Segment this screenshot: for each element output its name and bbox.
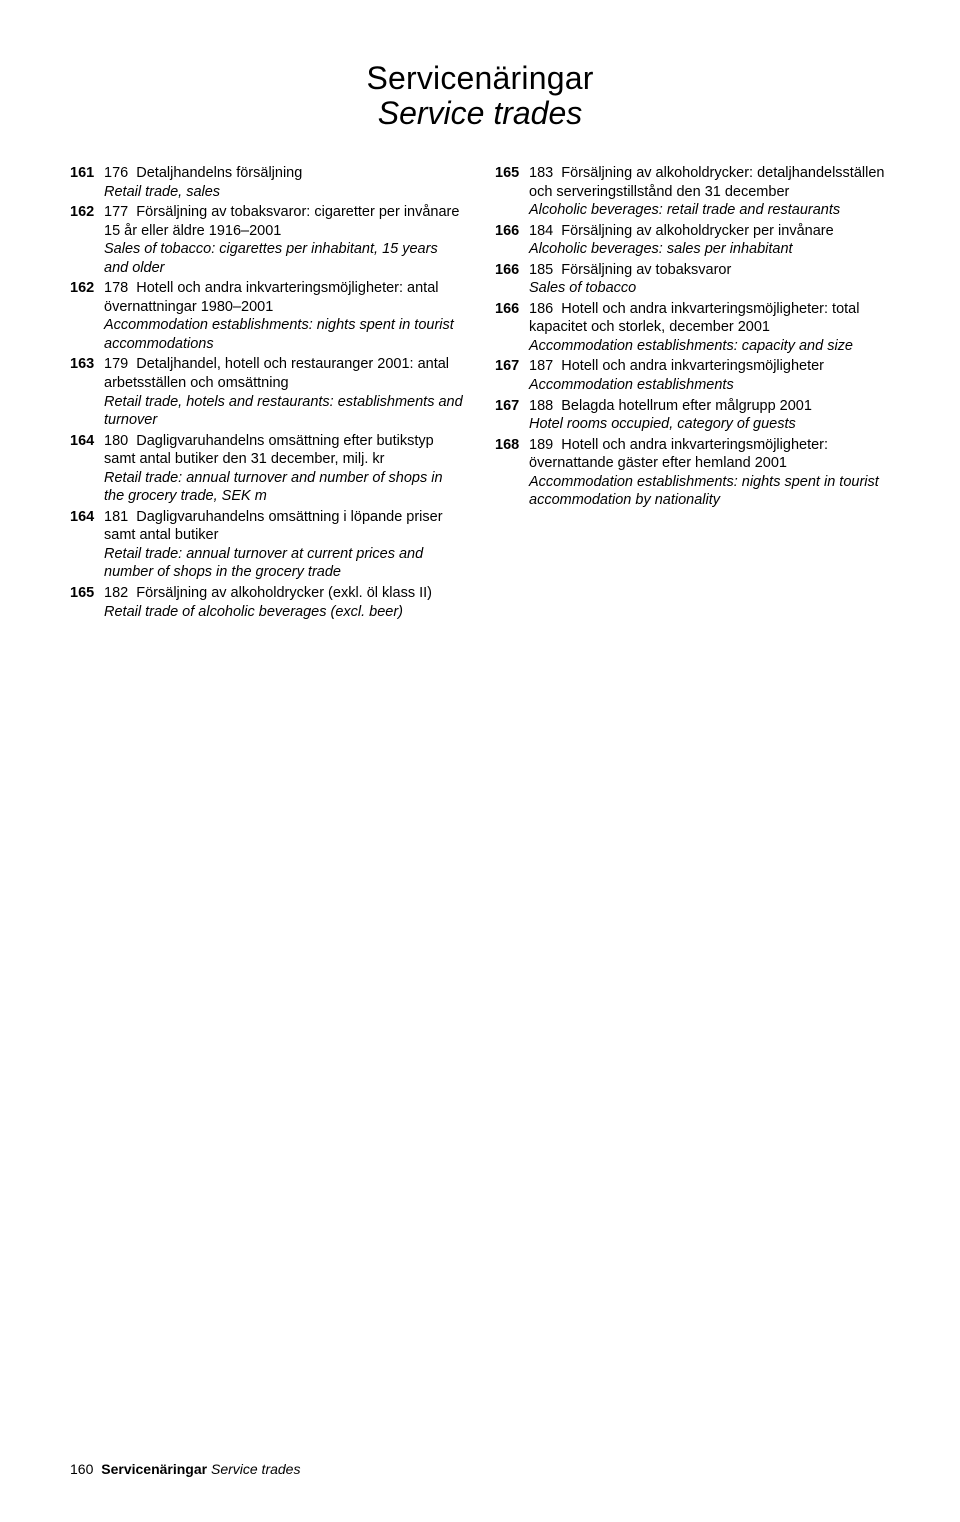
toc-entry-title: 178 Hotell och andra inkvarteringsmöjlig… — [104, 280, 439, 315]
toc-entry-subtitle: Retail trade, sales — [104, 183, 465, 202]
toc-entry-subtitle: Accommodation establishments: nights spe… — [529, 473, 890, 510]
footer-section-title: Servicenäringar Service trades — [101, 1461, 300, 1477]
toc-entry-title: 179 Detaljhandel, hotell och restaurange… — [104, 356, 449, 391]
toc-entry: 166184 Försäljning av alkoholdrycker per… — [495, 222, 890, 259]
toc-entry-body: 184 Försäljning av alkoholdrycker per in… — [529, 222, 890, 259]
toc-entry: 167187 Hotell och andra inkvarteringsmöj… — [495, 357, 890, 394]
footer-section-sub: Service trades — [211, 1461, 300, 1477]
toc-entry-page: 164 — [70, 508, 104, 582]
toc-entry-body: 182 Försäljning av alkoholdrycker (exkl.… — [104, 584, 465, 621]
toc-right-column: 165183 Försäljning av alkoholdrycker: de… — [495, 164, 890, 623]
toc-entry-subtitle: Accommodation establishments — [529, 376, 890, 395]
toc-entry-title: 183 Försäljning av alkoholdrycker: detal… — [529, 165, 884, 200]
toc-entry: 164180 Dagligvaruhandelns omsättning eft… — [70, 432, 465, 506]
toc-entry-page: 166 — [495, 300, 529, 356]
toc-entry-page: 161 — [70, 164, 104, 201]
toc-entry-body: 186 Hotell och andra inkvarteringsmöjlig… — [529, 300, 890, 356]
toc-entry-title: 185 Försäljning av tobaksvaror — [529, 262, 731, 278]
toc-entry-subtitle: Accommodation establishments: nights spe… — [104, 316, 465, 353]
toc-entry-subtitle: Alcoholic beverages: retail trade and re… — [529, 201, 890, 220]
footer-section-main: Servicenäringar — [101, 1461, 207, 1477]
toc-entry-body: 187 Hotell och andra inkvarteringsmöjlig… — [529, 357, 890, 394]
footer-page-number: 160 — [70, 1461, 93, 1477]
toc-entry-page: 167 — [495, 357, 529, 394]
toc-entry-title: 184 Försäljning av alkoholdrycker per in… — [529, 223, 834, 239]
toc-entry-body: 188 Belagda hotellrum efter målgrupp 200… — [529, 397, 890, 434]
toc-entry-page: 162 — [70, 203, 104, 277]
toc-entry-subtitle: Retail trade, hotels and restaurants: es… — [104, 393, 465, 430]
toc-entry-body: 183 Försäljning av alkoholdrycker: detal… — [529, 164, 890, 220]
toc-left-column: 161176 Detaljhandelns försäljning Retail … — [70, 164, 465, 623]
toc-entry-title: 188 Belagda hotellrum efter målgrupp 200… — [529, 398, 812, 414]
toc-entry-body: 177 Försäljning av tobaksvaror: cigarett… — [104, 203, 465, 277]
toc-entry: 168189 Hotell och andra inkvarteringsmöj… — [495, 436, 890, 510]
toc-entry-page: 163 — [70, 355, 104, 429]
title-block: Servicenäringar Service trades — [70, 60, 890, 132]
toc-entry-subtitle: Hotel rooms occupied, category of guests — [529, 415, 890, 434]
toc-entry-body: 181 Dagligvaruhandelns omsättning i löpa… — [104, 508, 465, 582]
toc-entry: 166186 Hotell och andra inkvarteringsmöj… — [495, 300, 890, 356]
toc-entry-title: 187 Hotell och andra inkvarteringsmöjlig… — [529, 358, 824, 374]
toc-entry-page: 166 — [495, 222, 529, 259]
toc-entry-page: 165 — [495, 164, 529, 220]
toc-entry-body: 185 Försäljning av tobaksvarorSales of t… — [529, 261, 890, 298]
toc-entry-subtitle: Alcoholic beverages: sales per inhabitan… — [529, 240, 890, 259]
toc-entry-title: 189 Hotell och andra inkvarteringsmöjlig… — [529, 437, 828, 472]
toc-entry-subtitle: Retail trade: annual turnover at current… — [104, 545, 465, 582]
toc-entry: 164181 Dagligvaruhandelns omsättning i l… — [70, 508, 465, 582]
toc-entry-page: 168 — [495, 436, 529, 510]
toc-entry-body: 176 Detaljhandelns försäljning Retail tra… — [104, 164, 465, 201]
toc-entry-subtitle: Sales of tobacco: cigarettes per inhabit… — [104, 240, 465, 277]
toc-entry: 165182 Försäljning av alkoholdrycker (ex… — [70, 584, 465, 621]
toc-entry: 163179 Detaljhandel, hotell och restaura… — [70, 355, 465, 429]
page-title: Servicenäringar — [70, 60, 890, 97]
toc-columns: 161176 Detaljhandelns försäljning Retail … — [70, 164, 890, 623]
toc-entry: 162177 Försäljning av tobaksvaror: cigar… — [70, 203, 465, 277]
toc-entry-body: 180 Dagligvaruhandelns omsättning efter … — [104, 432, 465, 506]
page-footer: 160 Servicenäringar Service trades — [70, 1461, 300, 1477]
toc-entry: 166185 Försäljning av tobaksvarorSales o… — [495, 261, 890, 298]
toc-entry-page: 162 — [70, 279, 104, 353]
toc-entry-subtitle: Retail trade of alcoholic beverages (exc… — [104, 603, 465, 622]
toc-entry: 165183 Försäljning av alkoholdrycker: de… — [495, 164, 890, 220]
toc-entry-page: 164 — [70, 432, 104, 506]
toc-entry-body: 179 Detaljhandel, hotell och restaurange… — [104, 355, 465, 429]
page: Servicenäringar Service trades 161176 De… — [0, 0, 960, 1522]
toc-entry-page: 166 — [495, 261, 529, 298]
toc-entry-title: 176 Detaljhandelns försäljning — [104, 165, 302, 181]
toc-entry: 167188 Belagda hotellrum efter målgrupp … — [495, 397, 890, 434]
toc-entry-page: 165 — [70, 584, 104, 621]
toc-entry-title: 180 Dagligvaruhandelns omsättning efter … — [104, 433, 434, 468]
toc-entry: 162178 Hotell och andra inkvarteringsmöj… — [70, 279, 465, 353]
page-subtitle: Service trades — [70, 95, 890, 132]
toc-entry-title: 182 Försäljning av alkoholdrycker (exkl.… — [104, 585, 432, 601]
toc-entry-body: 189 Hotell och andra inkvarteringsmöjlig… — [529, 436, 890, 510]
toc-entry-subtitle: Accommodation establishments: capacity a… — [529, 337, 890, 356]
toc-entry-body: 178 Hotell och andra inkvarteringsmöjlig… — [104, 279, 465, 353]
toc-entry-page: 167 — [495, 397, 529, 434]
toc-entry-title: 181 Dagligvaruhandelns omsättning i löpa… — [104, 509, 443, 544]
toc-entry-title: 186 Hotell och andra inkvarteringsmöjlig… — [529, 301, 859, 336]
toc-entry-title: 177 Försäljning av tobaksvaror: cigarett… — [104, 204, 459, 239]
toc-entry: 161176 Detaljhandelns försäljning Retail … — [70, 164, 465, 201]
toc-entry-subtitle: Retail trade: annual turnover and number… — [104, 469, 465, 506]
toc-entry-subtitle: Sales of tobacco — [529, 279, 890, 298]
